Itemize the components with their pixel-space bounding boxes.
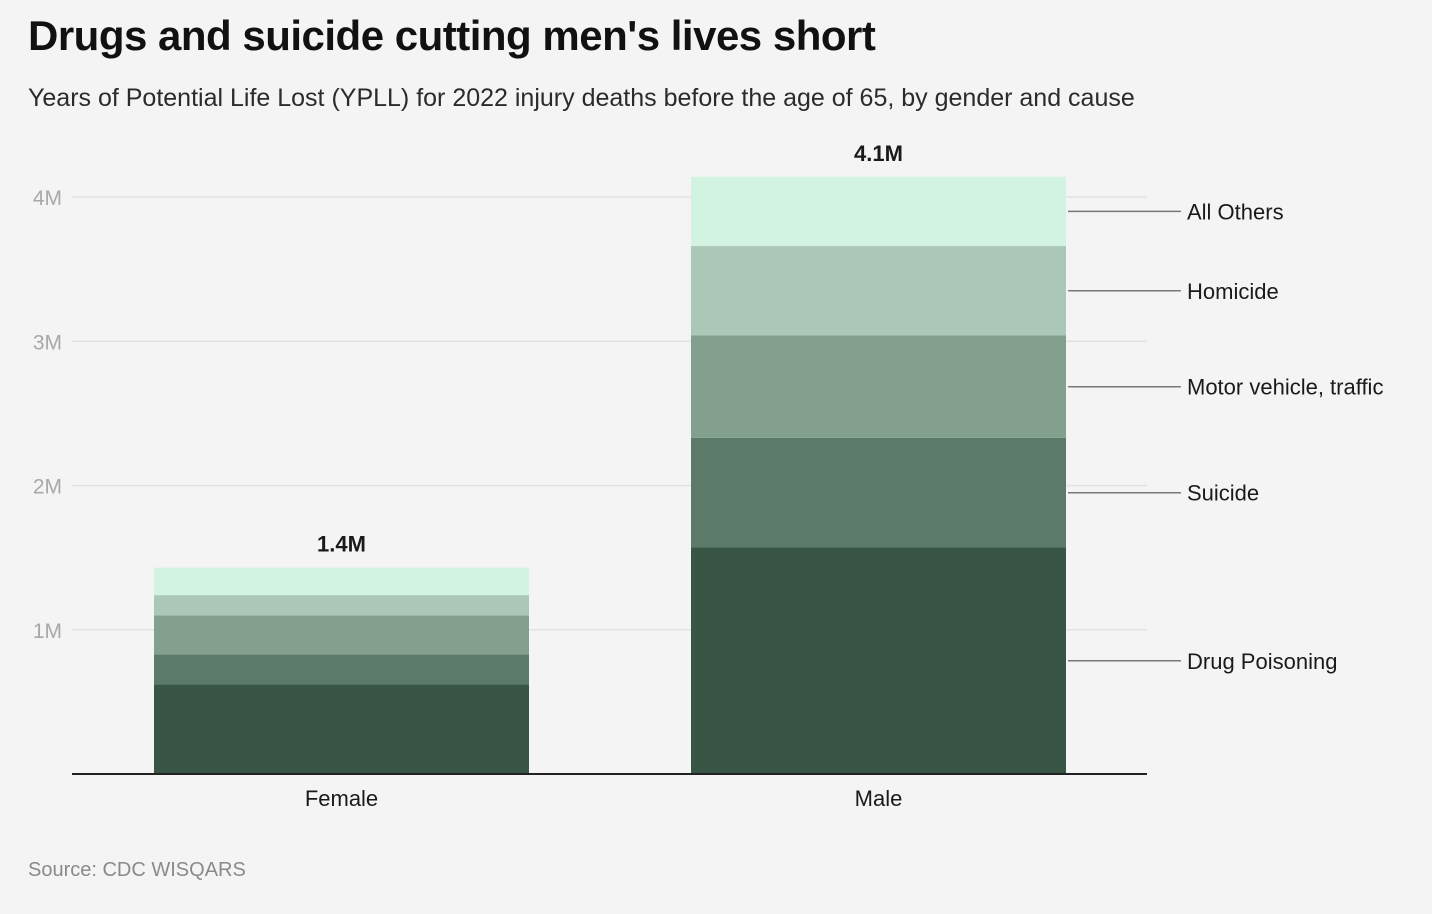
y-tick-label: 2M: [33, 476, 62, 499]
bar-segment: [154, 684, 529, 774]
y-tick-label: 4M: [33, 187, 62, 210]
bar-segment: [154, 654, 529, 685]
labels: 1.4M 4.1M: [317, 141, 903, 557]
series-label: Homicide: [1187, 279, 1279, 304]
bar-segment: [691, 176, 1066, 247]
x-tick-label: Male: [855, 786, 903, 811]
bar-segment: [691, 547, 1066, 774]
x-tick-label: Female: [305, 786, 378, 811]
series-labels: Drug Poisoning Suicide Motor vehicle, traf…: [1068, 199, 1383, 674]
bars: [154, 176, 1066, 774]
bar-segment: [691, 246, 1066, 336]
series-label: Drug Poisoning: [1187, 649, 1337, 674]
bar-total-label: 4.1M: [854, 141, 903, 166]
source-note: Source: CDC WISQARS: [28, 859, 246, 881]
y-tick-label: 1M: [33, 620, 62, 643]
bar-segment: [154, 595, 529, 616]
chart-title: Drugs and suicide cutting men's lives sh…: [28, 12, 876, 59]
y-tick-label: 3M: [33, 331, 62, 354]
x-axis: Female Male: [72, 773, 1147, 811]
series-label: Motor vehicle, traffic: [1187, 375, 1383, 400]
bar-segment: [154, 615, 529, 655]
series-label: Suicide: [1187, 481, 1259, 506]
chart-subtitle: Years of Potential Life Lost (YPLL) for …: [28, 84, 1135, 112]
bar-segment: [154, 567, 529, 596]
bar-segment: [691, 335, 1066, 438]
bar-segment: [691, 437, 1066, 548]
bar-total-label: 1.4M: [317, 532, 366, 557]
series-label: All Others: [1187, 199, 1284, 224]
